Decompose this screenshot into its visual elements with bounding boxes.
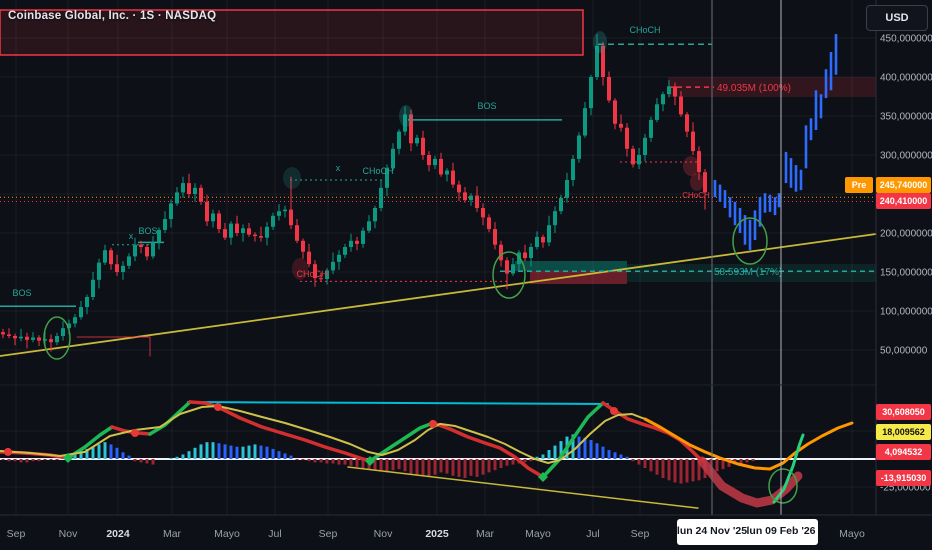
svg-text:2024: 2024	[106, 528, 130, 540]
svg-text:Jul: Jul	[586, 528, 599, 540]
svg-text:CHoCH: CHoCH	[629, 25, 660, 35]
last-price-tag: 240,410000	[876, 193, 931, 209]
svg-text:BOS: BOS	[12, 288, 31, 298]
svg-text:BOS: BOS	[138, 226, 157, 236]
svg-text:200,000000: 200,000000	[880, 229, 932, 240]
svg-text:350,000000: 350,000000	[880, 112, 932, 123]
svg-text:58.593M (17%): 58.593M (17%)	[714, 267, 782, 278]
premarket-price-tag: 245,740000	[876, 177, 931, 193]
svg-text:49.035M (100%): 49.035M (100%)	[717, 83, 791, 94]
svg-text:Jul: Jul	[268, 528, 281, 540]
svg-text:Mayo: Mayo	[525, 528, 551, 540]
svg-text:BOS: BOS	[477, 101, 496, 111]
svg-text:-25,000000: -25,000000	[880, 483, 931, 494]
svg-text:450,000000: 450,000000	[880, 34, 932, 45]
svg-text:150,000000: 150,000000	[880, 268, 932, 279]
premarket-badge: Pre	[845, 177, 873, 193]
time-axis-labels: Sep Nov 2024 Mar Mayo Jul Sep Nov 2025 Mar Mayo Jul…	[7, 528, 865, 540]
price-axis-labels: 450,000000 400,000000 350,000000 300,000000…	[880, 34, 932, 494]
indicator-value-tag-macd: 4,094532	[876, 444, 931, 460]
svg-text:Nov: Nov	[374, 528, 393, 540]
currency-button[interactable]: USD	[866, 5, 928, 31]
svg-text:400,000000: 400,000000	[880, 73, 932, 84]
svg-text:Nov: Nov	[59, 528, 78, 540]
date-tooltip: lun 24 Nov '25 lun 09 Feb '26	[677, 519, 818, 545]
annotation-labels: BOS BOS BOS CHoCH CHoCH CHoCH CHoCH x x 49.035M (…	[12, 25, 790, 298]
svg-text:Mar: Mar	[476, 528, 495, 540]
indicator-value-tag-lower: -13,915030	[876, 470, 931, 486]
svg-text:CHoCH: CHoCH	[682, 191, 710, 200]
svg-text:50,000000: 50,000000	[880, 346, 928, 357]
svg-text:100,000000: 100,000000	[880, 307, 932, 318]
symbol-legend[interactable]: Coinbase Global, Inc. · 1S · NASDAQ	[8, 10, 217, 22]
svg-text:CHoCH: CHoCH	[362, 166, 393, 176]
svg-text:CHoCH: CHoCH	[296, 269, 327, 279]
level-lines[interactable]	[0, 43, 876, 308]
svg-text:Sep: Sep	[631, 528, 650, 540]
macd-indicator	[0, 400, 876, 509]
svg-text:x: x	[129, 231, 134, 241]
supply-demand-zones[interactable]	[0, 9, 876, 284]
projection-bar-series	[713, 34, 838, 251]
svg-text:300,000000: 300,000000	[880, 151, 932, 162]
date-tooltip-end: lun 09 Feb '26	[746, 525, 816, 537]
trendline[interactable]	[0, 233, 877, 357]
candlestick-series	[1, 34, 707, 352]
highlight-ellipses[interactable]	[43, 31, 768, 360]
svg-text:Mayo: Mayo	[839, 528, 865, 540]
date-tooltip-start: lun 24 Nov '25	[676, 525, 748, 537]
svg-text:Mar: Mar	[163, 528, 182, 540]
svg-text:2025: 2025	[425, 528, 449, 540]
crosshair-lines[interactable]	[711, 0, 782, 515]
svg-text:Sep: Sep	[7, 528, 26, 540]
indicator-value-tag-upper: 30,608050	[876, 404, 931, 420]
svg-text:Sep: Sep	[319, 528, 338, 540]
svg-text:x: x	[336, 163, 341, 173]
svg-text:Mayo: Mayo	[214, 528, 240, 540]
indicator-value-tag-signal: 18,009562	[876, 424, 931, 440]
